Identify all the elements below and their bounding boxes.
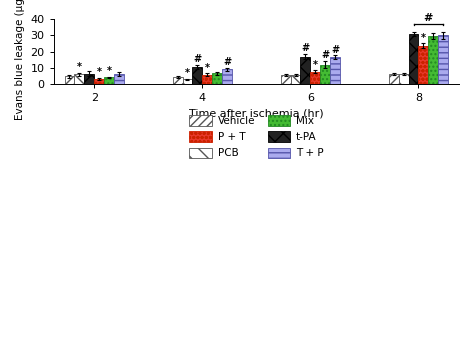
Text: *: *: [421, 33, 426, 43]
Bar: [202, 75, 212, 84]
Text: *: *: [313, 60, 318, 70]
Bar: [301, 56, 310, 84]
Text: *: *: [97, 67, 102, 77]
Text: #: #: [223, 57, 231, 67]
Bar: [438, 35, 448, 84]
Bar: [419, 46, 428, 84]
Text: *: *: [205, 63, 210, 73]
Bar: [114, 74, 124, 84]
Bar: [428, 36, 438, 84]
Legend: Vehicle, P + T, PCB, Mix, t-PA, T + P: Vehicle, P + T, PCB, Mix, t-PA, T + P: [186, 112, 327, 161]
Bar: [74, 75, 84, 84]
Bar: [310, 72, 320, 84]
Bar: [320, 65, 330, 84]
Text: #: #: [331, 45, 339, 55]
Text: #: #: [301, 43, 310, 53]
Text: *: *: [107, 66, 111, 76]
Text: *: *: [77, 62, 82, 72]
Bar: [94, 79, 104, 84]
Text: *: *: [185, 68, 190, 78]
X-axis label: Time after ischemia (hr): Time after ischemia (hr): [189, 109, 324, 119]
Text: #: #: [321, 50, 329, 60]
Bar: [399, 75, 409, 84]
Bar: [104, 77, 114, 84]
Bar: [330, 57, 340, 84]
Bar: [173, 77, 182, 84]
Text: #: #: [193, 54, 201, 64]
Bar: [389, 74, 399, 84]
Bar: [84, 74, 94, 84]
Bar: [182, 79, 192, 84]
Bar: [281, 75, 291, 84]
Bar: [212, 73, 222, 84]
Bar: [64, 76, 74, 84]
Text: #: #: [424, 13, 433, 23]
Bar: [192, 67, 202, 84]
Bar: [291, 75, 301, 84]
Bar: [409, 34, 419, 84]
Y-axis label: Evans blue leakage (μg/g): Evans blue leakage (μg/g): [15, 0, 25, 120]
Bar: [222, 69, 232, 84]
